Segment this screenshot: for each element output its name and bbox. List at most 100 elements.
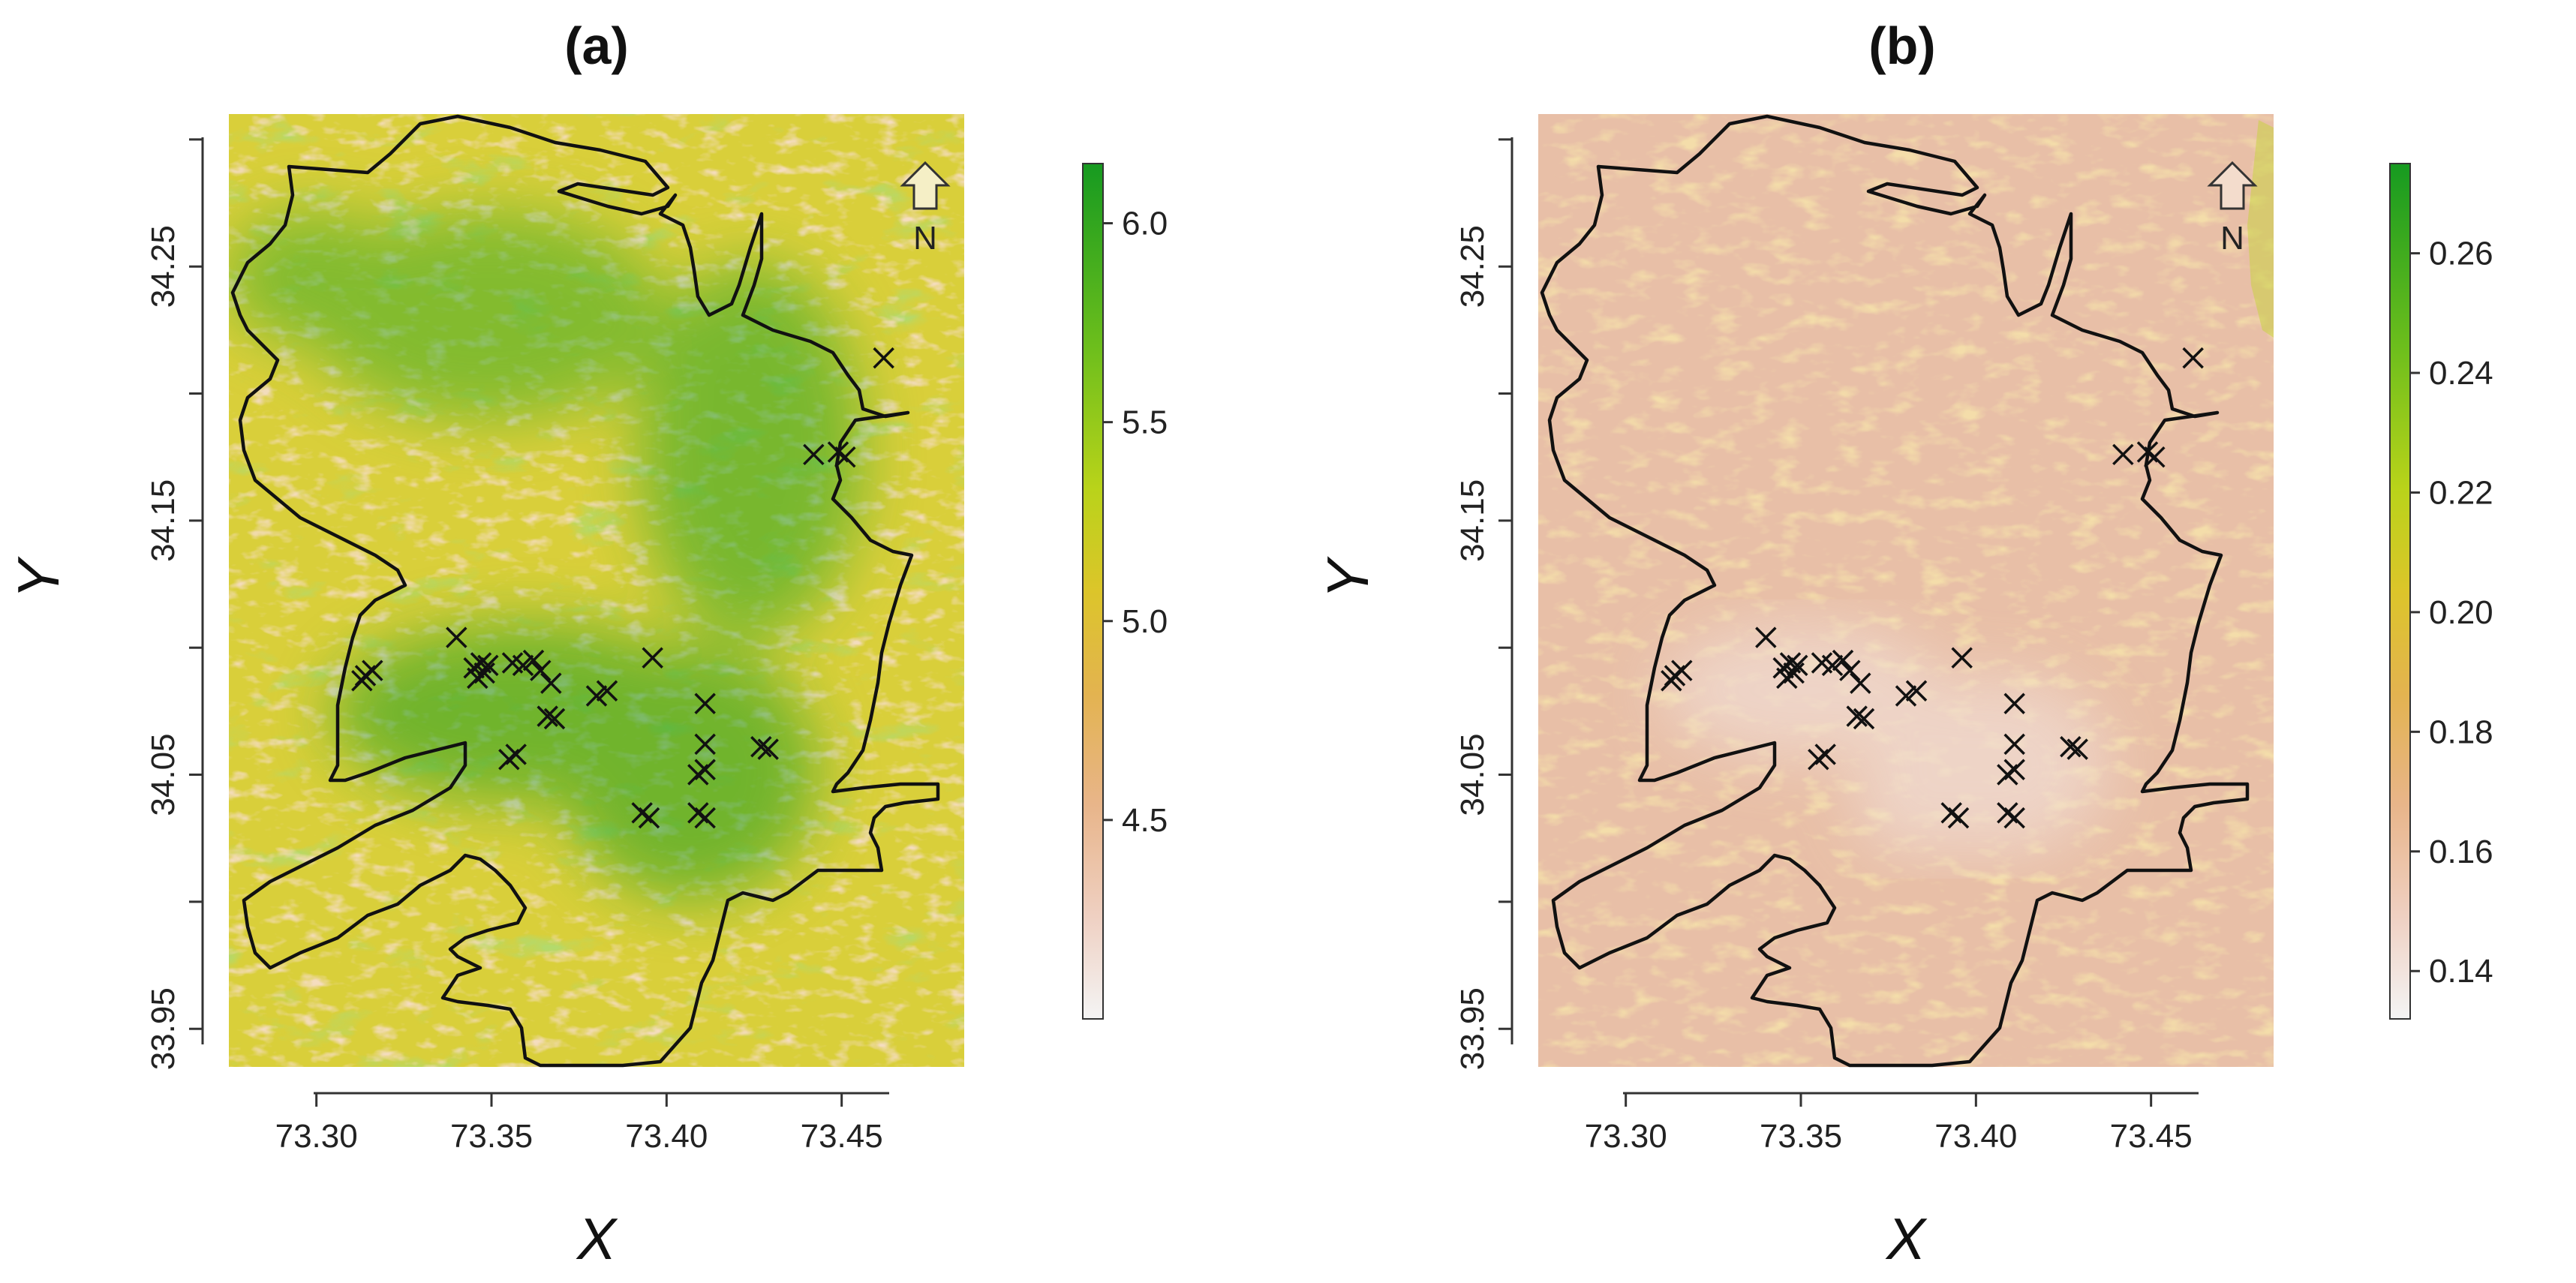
panel-b-points — [1661, 347, 2204, 829]
panel-b-legend: 0.14 0.16 0.18 0.20 0.22 0.24 0.26 — [2389, 163, 2493, 1020]
x-tick-label: 73.35 — [450, 1118, 533, 1155]
sample-point-marker — [596, 680, 618, 702]
y-tick-label: 33.95 — [145, 987, 182, 1070]
sample-point-marker — [543, 708, 566, 730]
sample-point-marker — [1814, 744, 1836, 765]
sample-point-marker — [1755, 626, 1777, 648]
sample-point-marker — [694, 693, 716, 714]
sample-point-marker — [1776, 667, 1798, 690]
sample-point-marker — [2003, 807, 2025, 829]
sample-point-marker — [1787, 654, 1808, 677]
legend-tick-label: 4.5 — [1122, 802, 1168, 839]
sample-point-marker — [2182, 347, 2204, 369]
sample-point-marker — [2060, 736, 2082, 758]
legend-tick-label: 0.24 — [2429, 355, 2493, 392]
sample-point-marker — [362, 660, 383, 681]
sample-point-marker — [694, 759, 716, 780]
sample-point-marker — [540, 672, 562, 694]
sample-point-marker — [446, 626, 467, 648]
x-tick-label: 73.35 — [1760, 1118, 1842, 1155]
sample-point-marker — [2003, 693, 2025, 714]
panel-a-title: (a) — [564, 17, 629, 75]
panel-a: (a) 33.95 34.05 34.15 34.25 73.30 73.35 73.40 7… — [5, 17, 1168, 1272]
sample-point-marker — [522, 649, 545, 672]
sample-point-marker — [1832, 649, 1854, 672]
x-tick-label: 73.30 — [275, 1118, 358, 1155]
legend-tick-label: 5.5 — [1122, 404, 1168, 441]
panel-b-north-label: N — [2220, 220, 2244, 257]
panel-a-ylabel: Y — [5, 556, 71, 599]
panel-a-points — [351, 347, 894, 829]
y-tick-label: 34.05 — [1454, 733, 1491, 816]
sample-point-marker — [585, 685, 608, 707]
sample-point-marker — [1905, 680, 1928, 702]
x-tick-label: 73.40 — [1934, 1118, 2017, 1155]
panel-a-north-label: N — [913, 220, 937, 257]
sample-point-marker — [1671, 660, 1693, 681]
sample-point-marker — [803, 443, 825, 466]
sample-point-marker — [1850, 672, 1871, 694]
sample-point-marker — [694, 733, 716, 756]
north-arrow-icon — [900, 161, 951, 210]
north-arrow-icon — [2207, 161, 2258, 210]
sample-point-marker — [2112, 443, 2134, 466]
panel-a-legend-bar — [1082, 163, 1104, 1020]
legend-tick-label: 0.16 — [2429, 834, 2493, 870]
sample-point-marker — [530, 660, 552, 681]
sample-point-marker — [1895, 685, 1917, 707]
legend-tick-label: 0.20 — [2429, 594, 2493, 631]
sample-point-marker — [750, 736, 772, 758]
panel-b: (b) 33.95 34.05 34.15 34.25 73.30 73.35 73.40 7… — [1315, 17, 2493, 1272]
legend-tick-label: 5.0 — [1122, 603, 1168, 640]
panel-a-green-core — [229, 210, 863, 900]
legend-tick-label: 0.18 — [2429, 714, 2493, 750]
panel-a-xlabel: X — [576, 1206, 618, 1272]
y-tick-label: 34.25 — [145, 225, 182, 308]
sample-point-marker — [2067, 738, 2088, 760]
y-tick-label: 33.95 — [1454, 987, 1491, 1070]
sample-point-marker — [827, 441, 849, 463]
y-tick-label: 34.25 — [1454, 225, 1491, 308]
panel-a-legend-ticks: 4.5 5.0 5.5 6.0 — [1103, 206, 1168, 839]
x-tick-label: 73.45 — [2110, 1118, 2193, 1155]
panel-a-map — [229, 114, 964, 1067]
sample-point-marker — [505, 744, 527, 765]
panel-b-legend-ticks: 0.14 0.16 0.18 0.20 0.22 0.24 0.26 — [2410, 236, 2493, 990]
x-tick-label: 73.45 — [801, 1118, 883, 1155]
sample-point-marker — [1821, 654, 1844, 677]
sample-point-marker — [694, 807, 716, 829]
panel-b-title: (b) — [1868, 17, 1935, 75]
sample-point-marker — [642, 647, 663, 669]
sample-point-marker — [467, 667, 488, 690]
sample-point-marker — [1940, 802, 1962, 824]
panel-a-north-arrow: N — [900, 161, 951, 257]
panel-a-boundary — [230, 114, 940, 1068]
panel-b-light-core — [1658, 623, 2109, 855]
sample-point-marker — [512, 654, 534, 677]
sample-point-marker — [1839, 660, 1861, 681]
panel-b-xlabel: X — [1885, 1206, 1928, 1272]
legend-tick-label: 6.0 — [1122, 206, 1168, 242]
sample-point-marker — [873, 347, 894, 369]
x-tick-label: 73.30 — [1585, 1118, 1667, 1155]
panel-b-texture — [1538, 114, 2274, 1067]
sample-point-marker — [1951, 647, 1973, 669]
sample-point-marker — [2136, 441, 2159, 463]
sample-point-marker — [1853, 708, 1875, 730]
panel-a-legend: 4.5 5.0 5.5 6.0 — [1082, 163, 1168, 1020]
panel-b-north-arrow: N — [2207, 161, 2258, 257]
y-tick-label: 34.15 — [145, 479, 182, 562]
panel-b-green-edge — [2247, 120, 2274, 338]
legend-tick-label: 0.22 — [2429, 474, 2493, 511]
panel-b-boundary — [1540, 114, 2250, 1068]
sample-point-marker — [631, 802, 653, 824]
sample-point-marker — [2003, 733, 2025, 756]
panel-b-ticks: 33.95 34.05 34.15 34.25 73.30 73.35 73.40 73.45 — [1454, 138, 2193, 1155]
x-tick-label: 73.40 — [625, 1118, 708, 1155]
sample-point-marker — [477, 654, 499, 677]
panel-b-map — [1538, 114, 2274, 1067]
sample-point-marker — [2003, 759, 2025, 780]
legend-tick-label: 0.26 — [2429, 236, 2493, 272]
panel-a-ticks: 33.95 34.05 34.15 34.25 73.30 73.35 73.40 73.45 — [145, 138, 883, 1155]
